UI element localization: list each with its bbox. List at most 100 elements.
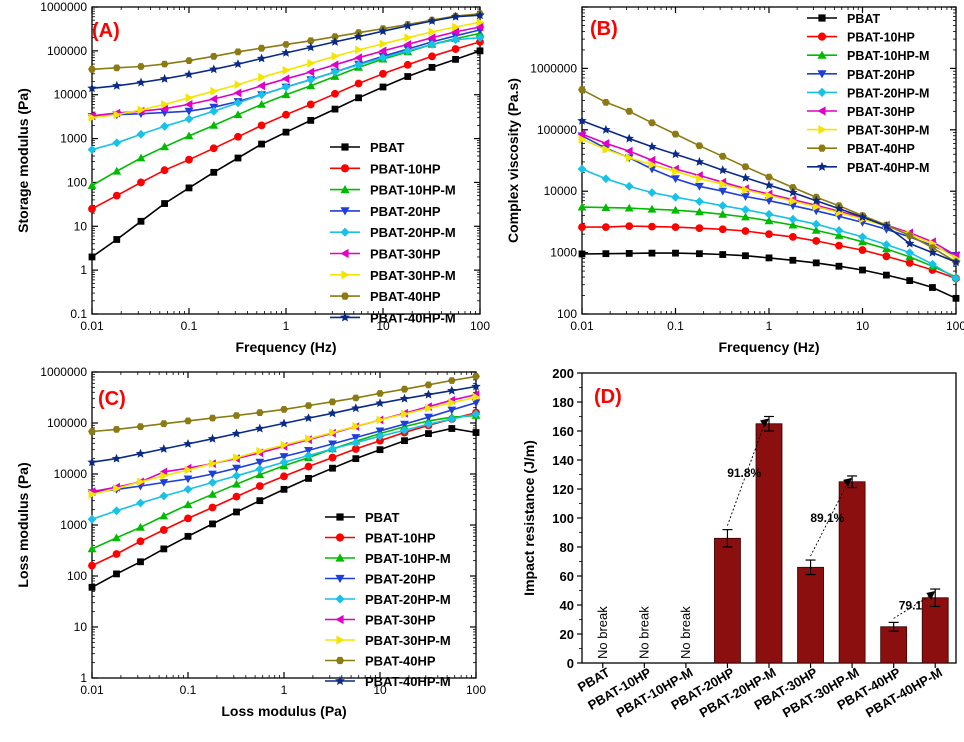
data-point <box>112 426 121 433</box>
legend: PBAT PBAT-10HP PBAT-10HP-M PBAT-20HP PBAT-20… <box>325 510 451 689</box>
legend: PBAT PBAT-10HP PBAT-10HP-M PBAT-20HP PBAT-20… <box>807 12 929 175</box>
data-point <box>306 100 315 109</box>
data-point <box>209 64 219 74</box>
data-point <box>741 212 750 221</box>
data-point <box>280 472 288 481</box>
legend-marker <box>340 227 350 237</box>
data-point <box>351 438 361 448</box>
data-point <box>354 60 363 70</box>
series-pbat-10hp-m <box>577 202 961 281</box>
series-pbat-30hp-m <box>88 17 485 122</box>
data-point <box>905 238 915 248</box>
data-point <box>136 77 146 87</box>
data-point <box>602 250 610 258</box>
data-point <box>929 284 936 291</box>
data-point <box>159 526 168 534</box>
x-tick-label: 0.01 <box>80 319 104 333</box>
data-point <box>648 119 656 127</box>
legend-label: PBAT <box>365 510 399 525</box>
data-point <box>601 139 610 148</box>
annotation-arrowhead <box>760 418 769 428</box>
legend-label: PBAT-40HP <box>847 142 915 156</box>
legend-marker <box>340 292 350 300</box>
data-point <box>428 27 437 37</box>
data-point <box>234 80 243 89</box>
data-point <box>160 471 169 481</box>
series-pbat-20hp-m <box>577 164 961 283</box>
y-tick-label: 40 <box>560 598 574 613</box>
data-point <box>209 121 219 129</box>
data-point <box>113 570 120 578</box>
data-point <box>788 187 798 197</box>
data-point <box>882 271 890 279</box>
legend-marker <box>817 70 827 79</box>
data-point <box>472 429 480 436</box>
legend-label: PBAT-20HP-M <box>847 86 929 100</box>
series-pbat <box>88 47 484 261</box>
data-point <box>695 250 703 258</box>
data-point <box>328 440 337 449</box>
data-point <box>905 248 915 257</box>
legend-label: PBAT-20HP <box>847 68 915 82</box>
data-point <box>233 453 241 462</box>
data-point <box>209 106 219 116</box>
y-tick-label: 200 <box>552 366 574 381</box>
data-point <box>280 440 289 450</box>
data-point <box>379 69 387 78</box>
data-point <box>88 561 96 570</box>
data-point <box>304 447 313 455</box>
legend-label: PBAT-40HP-M <box>370 310 456 325</box>
bar-label-no-break: No break <box>595 606 610 659</box>
data-point <box>351 445 360 453</box>
data-point <box>601 223 610 232</box>
series-pbat-20hp-m <box>87 409 481 524</box>
data-point <box>330 67 340 77</box>
data-point <box>353 31 364 41</box>
data-point <box>812 237 821 245</box>
legend-marker <box>335 553 345 562</box>
data-point <box>136 498 145 508</box>
data-point <box>670 149 681 159</box>
data-point <box>452 22 460 32</box>
panel-label: (B) <box>590 18 618 40</box>
data-point <box>330 37 340 46</box>
data-point <box>742 185 750 195</box>
data-point <box>718 209 728 218</box>
bar-pbat-20hp-m <box>755 423 783 664</box>
data-point <box>304 402 313 409</box>
bar-pbat-40hp-m <box>921 597 949 664</box>
data-point <box>578 86 586 94</box>
y-tick-label: 10000 <box>544 184 578 198</box>
data-point <box>305 474 312 482</box>
data-point <box>695 142 704 150</box>
data-point <box>280 406 288 413</box>
series-pbat-10hp <box>88 38 484 213</box>
data-point <box>671 130 680 138</box>
data-point <box>858 246 867 254</box>
data-point <box>741 227 750 235</box>
data-point <box>404 73 412 80</box>
data-point <box>694 157 704 166</box>
data-point <box>281 82 291 92</box>
legend-label: PBAT-30HP-M <box>847 124 929 138</box>
data-point <box>375 427 385 436</box>
data-point <box>403 46 413 56</box>
annotation-arrow-line <box>810 481 849 557</box>
data-point <box>184 114 194 124</box>
series-pbat <box>88 425 480 591</box>
legend-marker <box>335 574 345 584</box>
y-tick-label: 100000 <box>537 123 577 137</box>
legend-marker <box>817 50 827 59</box>
legend-label: PBAT-30HP <box>365 613 436 628</box>
data-point <box>184 514 192 523</box>
data-point <box>233 88 242 98</box>
data-point <box>234 48 242 56</box>
data-point <box>625 250 633 257</box>
data-point <box>137 105 146 115</box>
data-point <box>282 41 290 48</box>
panel-label: (D) <box>594 386 622 408</box>
y-tick-label: 10 <box>74 620 88 634</box>
data-point <box>952 294 960 302</box>
data-point <box>255 482 264 490</box>
